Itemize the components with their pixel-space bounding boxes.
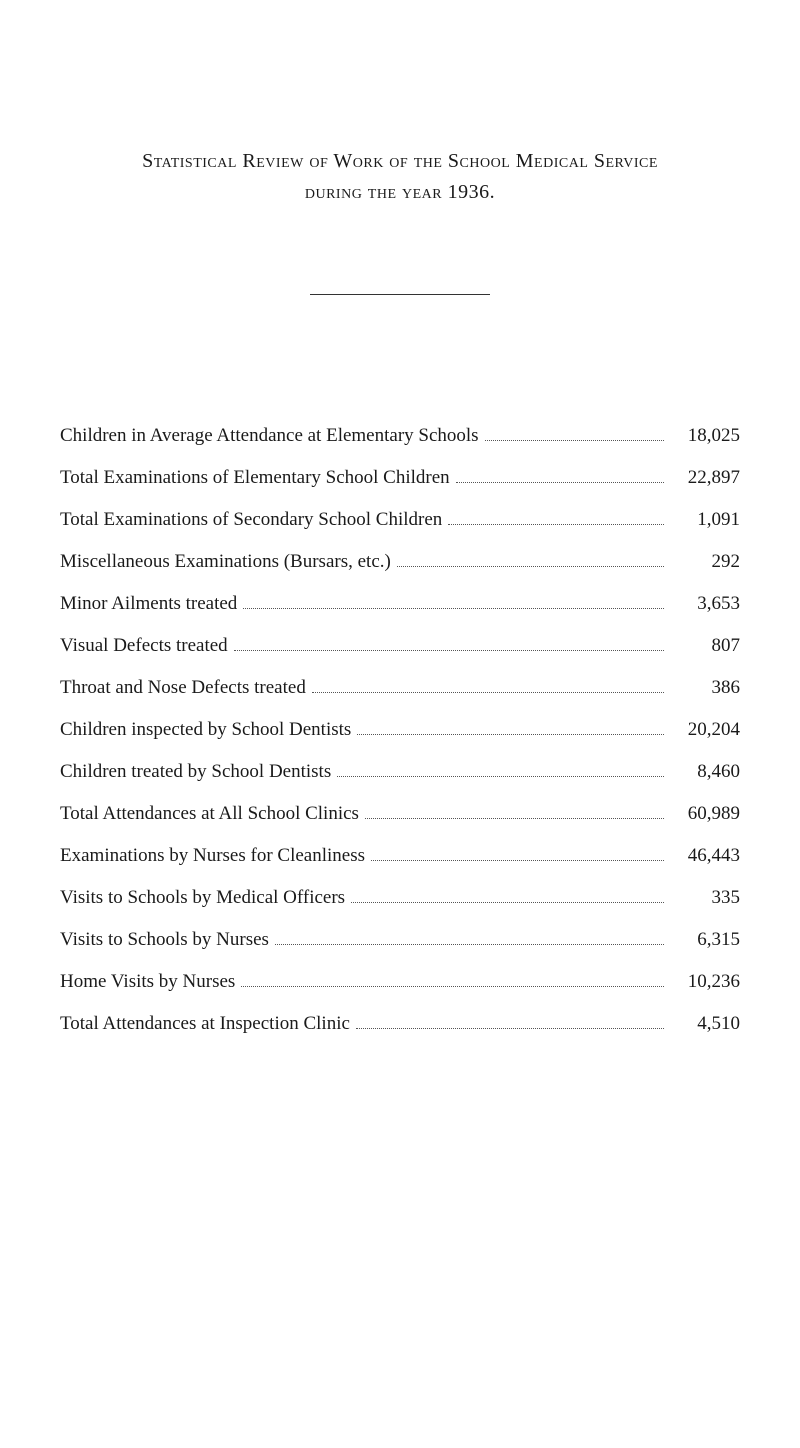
table-row: Miscellaneous Examinations (Bursars, etc… xyxy=(60,551,740,573)
row-label: Total Attendances at All School Clinics xyxy=(60,803,359,825)
table-row: Visits to Schools by Nurses 6,315 xyxy=(60,929,740,951)
leader-dots xyxy=(243,608,664,609)
statistics-table: Children in Average Attendance at Elemen… xyxy=(60,425,740,1035)
row-label: Examinations by Nurses for Cleanliness xyxy=(60,845,365,867)
row-label: Visits to Schools by Medical Officers xyxy=(60,887,345,909)
table-row: Examinations by Nurses for Cleanliness 4… xyxy=(60,845,740,867)
row-value: 6,315 xyxy=(670,929,740,951)
table-row: Children treated by School Dentists 8,46… xyxy=(60,761,740,783)
leader-dots xyxy=(275,944,664,945)
leader-dots xyxy=(365,818,664,819)
row-value: 20,204 xyxy=(670,719,740,741)
table-row: Throat and Nose Defects treated 386 xyxy=(60,677,740,699)
row-value: 292 xyxy=(670,551,740,573)
leader-dots xyxy=(456,482,664,483)
row-value: 3,653 xyxy=(670,593,740,615)
row-label: Home Visits by Nurses xyxy=(60,971,235,993)
table-row: Children in Average Attendance at Elemen… xyxy=(60,425,740,447)
row-value: 18,025 xyxy=(670,425,740,447)
leader-dots xyxy=(351,902,664,903)
page-title-line-1: Statistical Review of Work of the School… xyxy=(60,150,740,173)
table-row: Total Attendances at Inspection Clinic 4… xyxy=(60,1013,740,1035)
row-label: Total Examinations of Secondary School C… xyxy=(60,509,442,531)
row-label: Total Examinations of Elementary School … xyxy=(60,467,450,489)
table-row: Total Attendances at All School Clinics … xyxy=(60,803,740,825)
row-label: Minor Ailments treated xyxy=(60,593,237,615)
row-value: 386 xyxy=(670,677,740,699)
table-row: Minor Ailments treated 3,653 xyxy=(60,593,740,615)
row-label: Children in Average Attendance at Elemen… xyxy=(60,425,479,447)
row-label: Miscellaneous Examinations (Bursars, etc… xyxy=(60,551,391,573)
row-label: Visits to Schools by Nurses xyxy=(60,929,269,951)
row-value: 8,460 xyxy=(670,761,740,783)
row-value: 4,510 xyxy=(670,1013,740,1035)
horizontal-divider xyxy=(310,294,490,295)
leader-dots xyxy=(356,1028,664,1029)
leader-dots xyxy=(357,734,664,735)
row-value: 10,236 xyxy=(670,971,740,993)
leader-dots xyxy=(485,440,664,441)
row-label: Total Attendances at Inspection Clinic xyxy=(60,1013,350,1035)
leader-dots xyxy=(397,566,664,567)
leader-dots xyxy=(337,776,664,777)
row-value: 807 xyxy=(670,635,740,657)
row-label: Children treated by School Dentists xyxy=(60,761,331,783)
row-value: 1,091 xyxy=(670,509,740,531)
leader-dots xyxy=(448,524,664,525)
table-row: Home Visits by Nurses 10,236 xyxy=(60,971,740,993)
leader-dots xyxy=(312,692,664,693)
leader-dots xyxy=(371,860,664,861)
table-row: Visits to Schools by Medical Officers 33… xyxy=(60,887,740,909)
row-label: Visual Defects treated xyxy=(60,635,228,657)
row-value: 60,989 xyxy=(670,803,740,825)
row-label: Children inspected by School Dentists xyxy=(60,719,351,741)
row-value: 22,897 xyxy=(670,467,740,489)
row-value: 335 xyxy=(670,887,740,909)
leader-dots xyxy=(234,650,664,651)
leader-dots xyxy=(241,986,664,987)
page-title-line-2: during the year 1936. xyxy=(60,181,740,204)
table-row: Children inspected by School Dentists 20… xyxy=(60,719,740,741)
row-label: Throat and Nose Defects treated xyxy=(60,677,306,699)
table-row: Visual Defects treated 807 xyxy=(60,635,740,657)
table-row: Total Examinations of Elementary School … xyxy=(60,467,740,489)
row-value: 46,443 xyxy=(670,845,740,867)
table-row: Total Examinations of Secondary School C… xyxy=(60,509,740,531)
